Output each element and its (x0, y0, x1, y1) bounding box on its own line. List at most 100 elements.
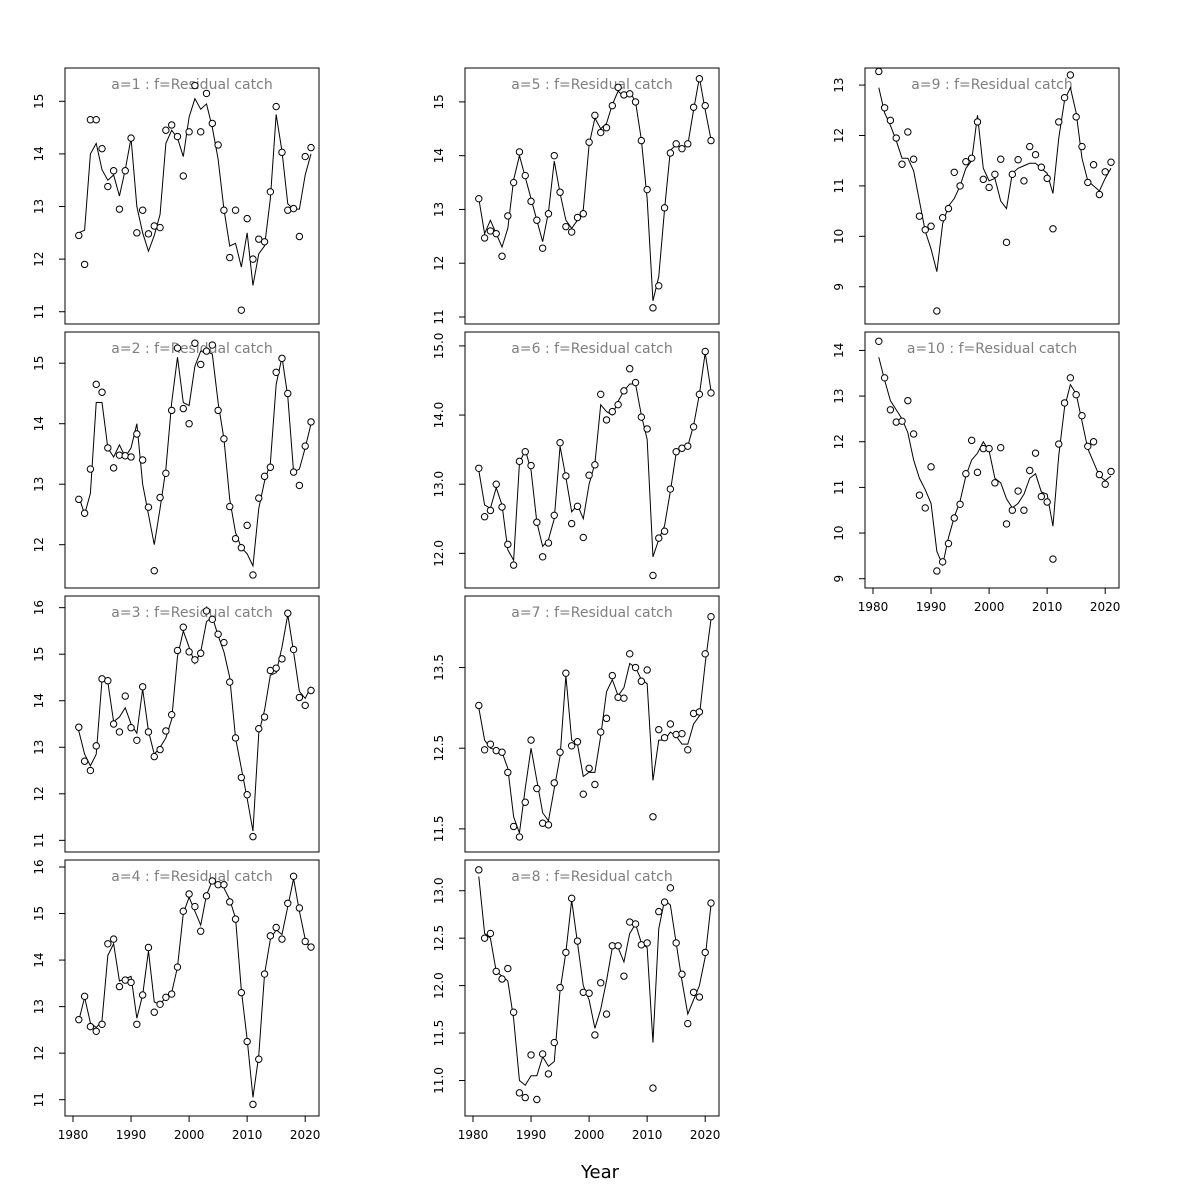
data-point (684, 1019, 692, 1028)
data-point (701, 101, 709, 110)
data-point (655, 725, 663, 734)
data-point (109, 464, 118, 472)
y-tick-label: 12 (32, 786, 46, 801)
data-point (602, 416, 611, 424)
data-point (220, 880, 228, 889)
data-point (197, 128, 205, 136)
y-tick-label: 13 (32, 199, 46, 214)
panel-frame (464, 595, 720, 853)
data-point (527, 197, 535, 206)
y-tick-label: 15 (432, 94, 446, 109)
data-point (144, 503, 153, 511)
data-point (104, 444, 112, 452)
data-point (562, 669, 570, 677)
panel-10: a=10 : f=Residual catch 9 10 11 12 13 14 1980 19… (832, 331, 1120, 614)
data-point (255, 1055, 263, 1063)
y-tick-label: 12 (832, 128, 846, 143)
data-point (307, 943, 315, 951)
data-point (504, 964, 512, 973)
data-point (260, 238, 269, 246)
data-point (284, 899, 292, 907)
data-point (597, 979, 605, 987)
data-point (950, 514, 958, 522)
data-point (533, 1095, 541, 1104)
data-point (237, 988, 246, 997)
data-point (880, 374, 889, 382)
data-point (660, 734, 669, 742)
data-point (301, 152, 309, 161)
data-point (92, 742, 100, 750)
data-point (608, 101, 617, 110)
data-point (480, 746, 489, 754)
data-point (544, 1070, 553, 1078)
data-point (289, 872, 298, 881)
x-tick-label: 2010 (1032, 600, 1063, 614)
data-point (272, 368, 280, 376)
y-tick-label: 13 (832, 388, 846, 403)
data-point (579, 210, 587, 218)
data-point (504, 540, 512, 549)
data-point (550, 511, 558, 520)
data-point (1031, 150, 1040, 159)
data-point (875, 67, 883, 76)
data-point (504, 212, 512, 220)
data-point (1072, 113, 1080, 121)
data-point (162, 727, 170, 735)
panel-title: a=7 : f=Residual catch (511, 605, 672, 621)
data-point (678, 144, 686, 153)
data-point (289, 204, 298, 213)
data-point (150, 752, 158, 761)
data-point (533, 784, 541, 793)
data-point (179, 172, 187, 180)
panel-title: a=5 : f=Residual catch (511, 77, 672, 93)
data-point (915, 212, 924, 220)
data-point (886, 406, 895, 414)
data-point (150, 1008, 158, 1016)
data-point (695, 708, 704, 716)
data-point (498, 748, 506, 756)
data-point (185, 128, 193, 136)
data-point (620, 972, 628, 980)
data-point (138, 683, 147, 691)
data-point (80, 992, 89, 1001)
data-point (191, 81, 199, 90)
data-point (278, 655, 286, 663)
data-point (985, 444, 993, 453)
data-point (75, 1015, 83, 1024)
data-point (133, 736, 141, 744)
data-point (626, 365, 634, 373)
data-point (956, 500, 964, 508)
data-point (231, 734, 240, 742)
data-point (475, 194, 483, 203)
fit-line (878, 86, 1112, 272)
data-point (1072, 391, 1080, 399)
y-tick-label: 14 (32, 952, 46, 967)
panel-9: a=9 : f=Residual catch 9 10 11 12 13 (832, 67, 1120, 325)
data-point (875, 337, 883, 345)
data-point (597, 390, 605, 399)
data-point (550, 779, 558, 787)
data-point (695, 75, 704, 83)
data-point (80, 260, 89, 269)
data-point (898, 160, 906, 168)
data-point (272, 102, 280, 111)
data-point (197, 649, 205, 657)
data-point (695, 390, 704, 399)
data-point (249, 571, 257, 579)
data-point (98, 144, 106, 153)
data-point (707, 613, 715, 621)
data-point (260, 970, 269, 978)
data-point (602, 124, 611, 132)
y-tick-label: 15 (32, 94, 46, 109)
data-point (133, 229, 141, 237)
data-point (521, 171, 529, 180)
data-point (179, 404, 187, 413)
data-point (307, 686, 315, 695)
data-point (156, 1000, 164, 1008)
data-point (956, 182, 964, 190)
y-tick-label: 16 (32, 600, 46, 615)
data-point (944, 204, 953, 213)
data-point (1014, 156, 1022, 164)
y-tick-label: 12 (32, 251, 46, 266)
data-point (208, 341, 217, 349)
